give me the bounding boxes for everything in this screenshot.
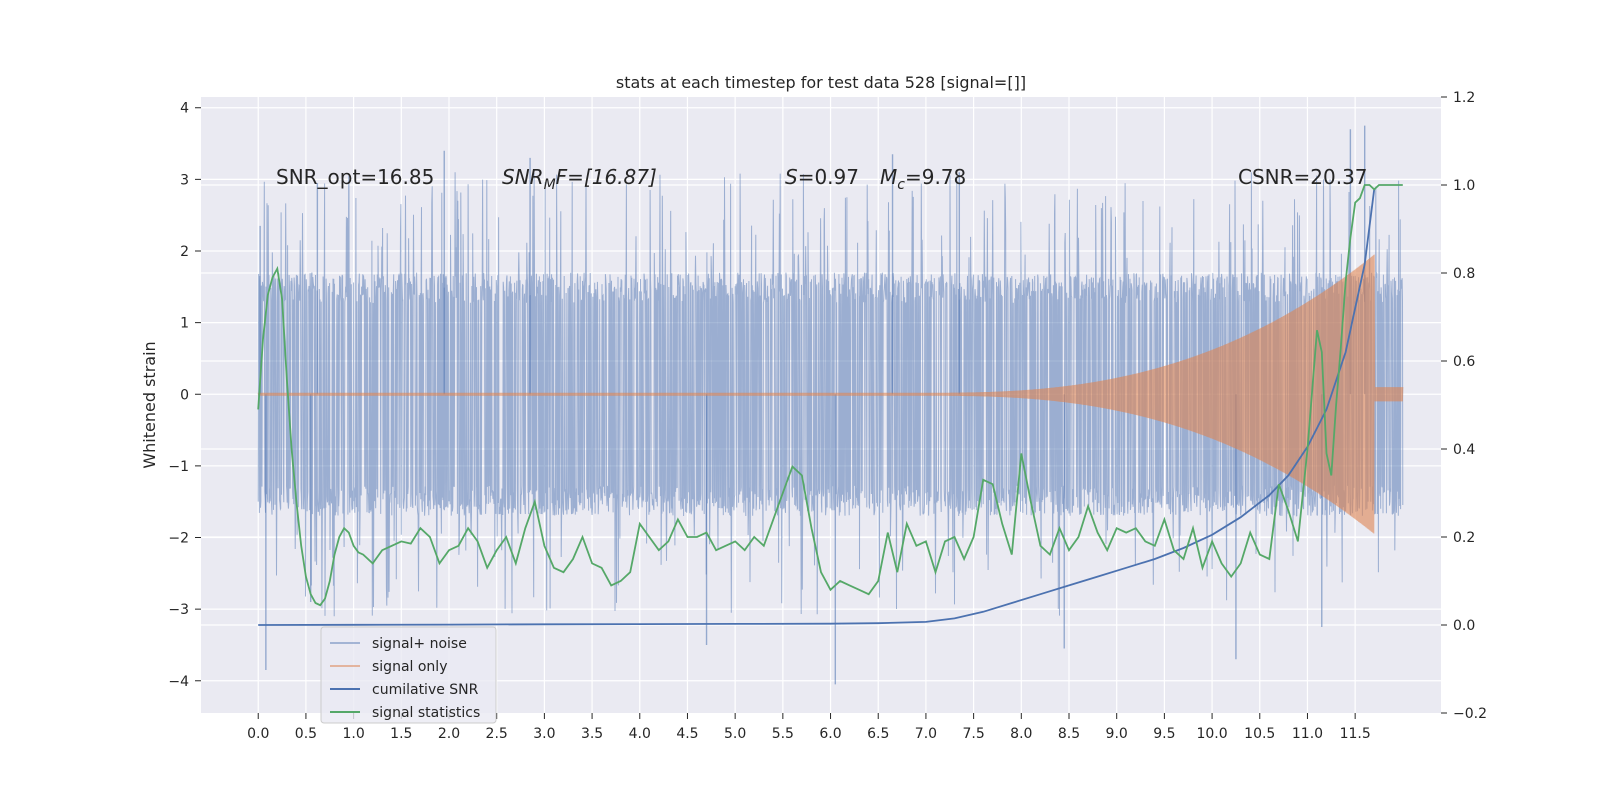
legend-box xyxy=(320,626,497,724)
series-signal-noise-line xyxy=(257,172,1404,617)
mc-base: M xyxy=(880,165,897,189)
legend: signal+ noise signal only cumilative SNR si… xyxy=(320,626,497,724)
series-cumilative-snr-line xyxy=(258,189,1376,626)
y2-tick-label: 1.2 xyxy=(1453,90,1475,106)
chart-title: stats at each timestep for test data 528… xyxy=(616,73,1026,92)
x-tick-label: 5.0 xyxy=(724,726,746,742)
x-tick-label: 11.5 xyxy=(1340,726,1371,742)
x-tick-label: 6.5 xyxy=(867,726,889,742)
y2-tick-label: 0.2 xyxy=(1453,530,1475,546)
x-tick-label: 2.0 xyxy=(438,726,460,742)
legend-entry-signal-statistics-label: signal statistics xyxy=(372,705,480,721)
y2-tick-label: −0.2 xyxy=(1453,706,1487,722)
mc-sub: c xyxy=(897,177,905,193)
legend-entry-signal-only-label: signal only xyxy=(372,659,447,675)
y-axis-ticks: −4 −3 −2 −1 0 1 2 3 4 xyxy=(168,101,201,690)
x-axis-ticks: 0.0 0.5 1.0 1.5 2.0 2.5 3.0 3.5 4.0 4.5 5.0 5.5 6.0 6… xyxy=(247,713,1371,742)
snr-mf-sub: M xyxy=(544,177,556,193)
y-tick-label: −1 xyxy=(168,459,189,475)
y2-axis-ticks: −0.2 0.0 0.2 0.4 0.6 0.8 1.0 1.2 xyxy=(1441,90,1487,722)
x-tick-label: 8.5 xyxy=(1058,726,1080,742)
x-tick-label: 4.5 xyxy=(676,726,698,742)
y-tick-label: 3 xyxy=(180,172,189,188)
y-tick-label: 0 xyxy=(180,387,189,403)
annotation-snr-opt: SNR_opt=16.85 xyxy=(276,165,434,189)
x-tick-label: 10.5 xyxy=(1244,726,1275,742)
y2-tick-label: 1.0 xyxy=(1453,178,1475,194)
annotation-s: S=0.97 xyxy=(785,165,859,189)
x-tick-label: 9.5 xyxy=(1153,726,1175,742)
y-axis-label: Whitened strain xyxy=(140,341,159,468)
legend-entry-cumilative-snr-label: cumilative SNR xyxy=(372,682,479,698)
y-tick-label: 2 xyxy=(180,244,189,260)
x-tick-label: 6.0 xyxy=(819,726,841,742)
annotation-csnr: CSNR=20.37 xyxy=(1238,165,1368,189)
x-tick-label: 3.5 xyxy=(581,726,603,742)
series-signal-only-line xyxy=(257,254,1404,534)
x-tick-label: 11.0 xyxy=(1292,726,1323,742)
y2-tick-label: 0.0 xyxy=(1453,618,1475,634)
x-tick-label: 5.5 xyxy=(772,726,794,742)
snr-mf-base: SNR xyxy=(502,165,544,189)
mc-rest: =9.78 xyxy=(905,165,966,189)
s-italic: S xyxy=(785,165,798,189)
y-tick-label: 4 xyxy=(180,101,189,117)
y2-tick-label: 0.8 xyxy=(1453,266,1475,282)
annotation-snr-mf: SNRMF=[16.87] xyxy=(502,165,657,193)
y-tick-label: −3 xyxy=(168,602,189,618)
series-signal-statistics-line xyxy=(257,184,1403,607)
snr-mf-rest: F=[16.87] xyxy=(556,165,657,189)
plot-layer xyxy=(257,125,1404,685)
x-tick-label: 0.5 xyxy=(295,726,317,742)
x-tick-label: 10.0 xyxy=(1196,726,1227,742)
x-tick-label: 4.0 xyxy=(629,726,651,742)
x-tick-label: 1.0 xyxy=(342,726,364,742)
y-tick-label: −4 xyxy=(168,674,189,690)
x-tick-label: 7.0 xyxy=(915,726,937,742)
y-tick-label: 1 xyxy=(180,316,189,332)
x-tick-label: 3.0 xyxy=(533,726,555,742)
x-tick-label: 7.5 xyxy=(962,726,984,742)
annotation-mc: Mc=9.78 xyxy=(880,165,966,193)
x-tick-label: 1.5 xyxy=(390,726,412,742)
y2-tick-label: 0.4 xyxy=(1453,442,1475,458)
s-rest: =0.97 xyxy=(798,165,859,189)
y2-tick-label: 0.6 xyxy=(1453,354,1475,370)
legend-entry-signal-noise-label: signal+ noise xyxy=(372,636,467,652)
x-tick-label: 2.5 xyxy=(486,726,508,742)
x-tick-label: 9.0 xyxy=(1106,726,1128,742)
x-tick-label: 0.0 xyxy=(247,726,269,742)
x-tick-label: 8.0 xyxy=(1010,726,1032,742)
y-tick-label: −2 xyxy=(168,531,189,547)
